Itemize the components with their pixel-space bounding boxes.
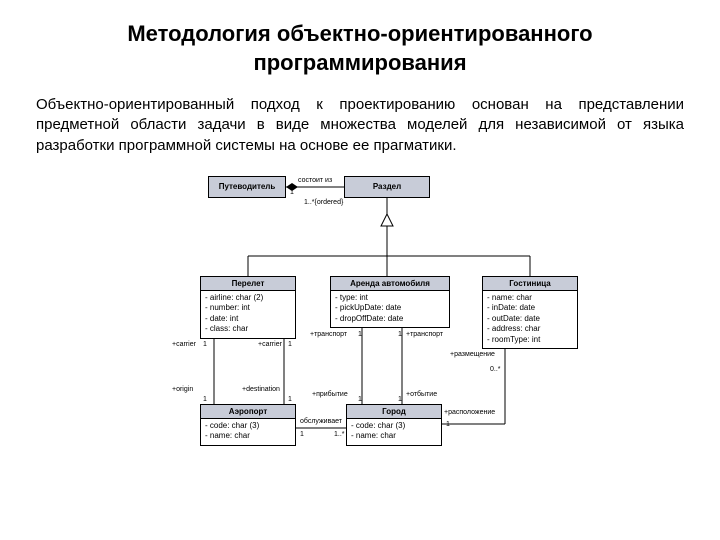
edge-label: состоит из [298,177,332,184]
class-section: Раздел [344,176,430,198]
class-city-attrs: - code: char (3) - name: char [347,419,441,445]
edge-label: 1 [358,396,362,403]
edge-label: +прибытие [312,391,348,398]
edge-label: +carrier [258,341,282,348]
edge-label: обслуживает [300,418,342,425]
class-city: Город - code: char (3) - name: char [346,404,442,446]
edge-label: 1 [398,396,402,403]
edge-label: +транспорт [406,331,443,338]
edge-label: +расположение [444,409,495,416]
attr: - code: char (3) [205,421,291,431]
edge-label: +destination [242,386,280,393]
attr: - type: int [335,293,445,303]
edge-label: +отбытие [406,391,437,398]
class-rental: Аренда автомобиля - type: int - pickUpDa… [330,276,450,328]
class-rental-attrs: - type: int - pickUpDate: date - dropOff… [331,291,449,327]
class-airport: Аэропорт - code: char (3) - name: char [200,404,296,446]
edge-label: 1..* [334,431,345,438]
edge-label: 1 [300,431,304,438]
attr: - dropOffDate: date [335,314,445,324]
class-airport-attrs: - code: char (3) - name: char [201,419,295,445]
class-hotel: Гостиница - name: char - inDate: date - … [482,276,578,349]
class-flight-attrs: - airline: char (2) - number: int - date… [201,291,295,338]
attr: - name: char [351,431,437,441]
attr: - code: char (3) [351,421,437,431]
uml-diagram: Путеводитель Раздел Перелет - airline: c… [0,166,720,496]
class-flight: Перелет - airline: char (2) - number: in… [200,276,296,339]
attr: - airline: char (2) [205,293,291,303]
attr: - roomType: int [487,335,573,345]
attr: - address: char [487,324,573,334]
class-flight-name: Перелет [201,277,295,291]
class-hotel-attrs: - name: char - inDate: date - outDate: d… [483,291,577,348]
edge-label: 1 [398,331,402,338]
edge-label: +размещение [450,351,495,358]
attr: - number: int [205,303,291,313]
edge-label: 0..* [490,366,501,373]
title-line-2: программирования [40,49,680,78]
class-city-name: Город [347,405,441,419]
edge-label: 1 [290,189,294,196]
attr: - inDate: date [487,303,573,313]
edge-label: +carrier [172,341,196,348]
title-line-1: Методология объектно-ориентированного [40,20,680,49]
edge-label: +транспорт [310,331,347,338]
class-hotel-name: Гостиница [483,277,577,291]
edge-label: 1 [288,341,292,348]
class-airport-name: Аэропорт [201,405,295,419]
edge-label: 1..*{ordered} [304,199,343,206]
attr: - class: char [205,324,291,334]
edge-label: 1 [288,396,292,403]
class-section-name: Раздел [345,177,429,197]
attr: - outDate: date [487,314,573,324]
edge-label: 1 [446,421,450,428]
attr: - pickUpDate: date [335,303,445,313]
edge-label: 1 [203,341,207,348]
edge-label: 1 [358,331,362,338]
edge-label: 1 [203,396,207,403]
attr: - date: int [205,314,291,324]
body-paragraph: Объектно-ориентированный подход к проект… [0,87,720,166]
attr: - name: char [487,293,573,303]
attr: - name: char [205,431,291,441]
class-guide: Путеводитель [208,176,286,198]
class-rental-name: Аренда автомобиля [331,277,449,291]
edge-label: +origin [172,386,193,393]
page-title: Методология объектно-ориентированного пр… [0,0,720,87]
class-guide-name: Путеводитель [209,177,285,197]
